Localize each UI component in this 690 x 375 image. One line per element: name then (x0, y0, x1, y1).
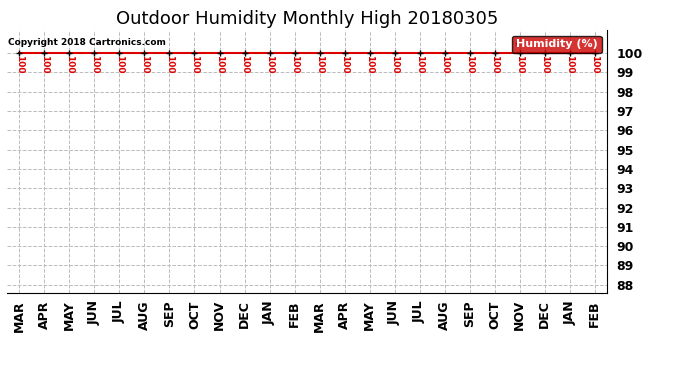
Title: Outdoor Humidity Monthly High 20180305: Outdoor Humidity Monthly High 20180305 (116, 10, 498, 28)
Text: 100: 100 (15, 55, 24, 73)
Text: Copyright 2018 Cartronics.com: Copyright 2018 Cartronics.com (8, 38, 166, 47)
Text: 100: 100 (365, 55, 374, 73)
Text: 100: 100 (390, 55, 399, 73)
Text: 100: 100 (165, 55, 174, 73)
Text: 100: 100 (240, 55, 249, 73)
Text: 100: 100 (65, 55, 74, 73)
Text: 100: 100 (590, 55, 599, 73)
Text: 100: 100 (340, 55, 349, 73)
Legend: Humidity (%): Humidity (%) (512, 36, 602, 53)
Text: 100: 100 (115, 55, 124, 73)
Text: 100: 100 (540, 55, 549, 73)
Text: 100: 100 (215, 55, 224, 73)
Text: 100: 100 (290, 55, 299, 73)
Text: 100: 100 (40, 55, 49, 73)
Text: 100: 100 (265, 55, 274, 73)
Text: 100: 100 (515, 55, 524, 73)
Text: 100: 100 (465, 55, 474, 73)
Text: 100: 100 (190, 55, 199, 73)
Text: 100: 100 (440, 55, 449, 73)
Text: 100: 100 (315, 55, 324, 73)
Text: 100: 100 (415, 55, 424, 73)
Text: 100: 100 (490, 55, 499, 73)
Text: 100: 100 (90, 55, 99, 73)
Text: 100: 100 (140, 55, 149, 73)
Text: 100: 100 (565, 55, 574, 73)
